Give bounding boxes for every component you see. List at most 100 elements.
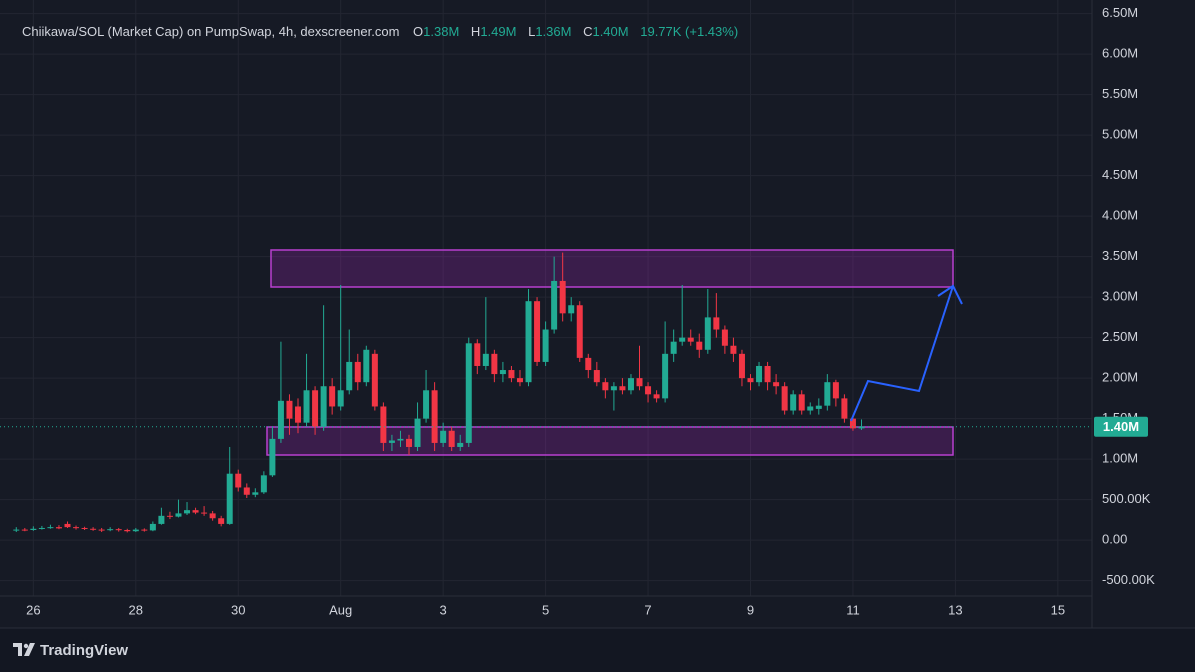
y-tick-label: 3.50M bbox=[1102, 248, 1138, 263]
candle-body bbox=[371, 353, 378, 407]
candle-body bbox=[175, 513, 182, 517]
candle-body bbox=[329, 386, 336, 407]
resistance-zone bbox=[270, 249, 954, 288]
y-tick-label: 6.50M bbox=[1102, 5, 1138, 20]
x-tick-label: Aug bbox=[329, 602, 352, 617]
brand-logo bbox=[13, 643, 35, 656]
candle-body bbox=[115, 529, 122, 531]
candles bbox=[13, 252, 865, 533]
x-tick-label: 30 bbox=[231, 602, 245, 617]
candle-body bbox=[337, 390, 344, 407]
candle-body bbox=[721, 329, 728, 346]
candle-body bbox=[243, 487, 250, 495]
candle-body bbox=[593, 370, 600, 383]
candle-body bbox=[747, 378, 754, 383]
y-tick-label: 6.00M bbox=[1102, 46, 1138, 61]
candle-body bbox=[645, 386, 652, 395]
candle-body bbox=[90, 528, 97, 530]
candle-body bbox=[610, 386, 617, 391]
candle-body bbox=[226, 473, 233, 524]
candle-body bbox=[508, 370, 515, 379]
candle-body bbox=[815, 405, 822, 409]
x-tick-label: 13 bbox=[948, 602, 962, 617]
candle-body bbox=[13, 529, 20, 531]
candle-body bbox=[713, 317, 720, 330]
candle-body bbox=[440, 430, 447, 443]
candle-body bbox=[209, 513, 216, 519]
candle-body bbox=[448, 430, 455, 447]
candle-body bbox=[47, 527, 54, 529]
candle-body bbox=[730, 345, 737, 354]
candle-body bbox=[568, 305, 575, 314]
support-zone bbox=[266, 426, 954, 456]
candle-body bbox=[738, 353, 745, 379]
candle-body bbox=[388, 440, 395, 443]
grid bbox=[0, 0, 1092, 596]
candle-body bbox=[397, 438, 404, 441]
candle-body bbox=[576, 305, 583, 358]
candle-body bbox=[534, 301, 541, 362]
y-tick-label: 1.00M bbox=[1102, 451, 1138, 466]
legend-key: L bbox=[528, 24, 535, 39]
candle-body bbox=[201, 512, 208, 514]
candle-body bbox=[798, 394, 805, 411]
candle-body bbox=[482, 353, 489, 366]
candle-body bbox=[849, 418, 856, 429]
candle-body bbox=[55, 527, 62, 529]
y-tick-label: -500.00K bbox=[1102, 572, 1155, 587]
legend-value: 1.38M bbox=[423, 24, 459, 39]
y-tick-label: 4.50M bbox=[1102, 167, 1138, 182]
x-tick-label: 3 bbox=[440, 602, 447, 617]
candle-body bbox=[696, 341, 703, 350]
candle-body bbox=[841, 398, 848, 419]
candle-body bbox=[636, 378, 643, 387]
candle-body bbox=[405, 438, 412, 447]
candle-body bbox=[491, 353, 498, 375]
candle-body bbox=[73, 527, 80, 529]
y-tick-label: 0.00 bbox=[1102, 532, 1127, 547]
candle-body bbox=[252, 492, 259, 495]
candle-body bbox=[166, 515, 173, 517]
candle-body bbox=[380, 406, 387, 443]
y-tick-label: 2.00M bbox=[1102, 370, 1138, 385]
candle-body bbox=[542, 329, 549, 362]
legend-key: O bbox=[413, 24, 423, 39]
candle-body bbox=[354, 361, 361, 383]
candle-body bbox=[457, 442, 464, 447]
candle-body bbox=[756, 365, 763, 383]
candle-body bbox=[149, 523, 156, 531]
candle-body bbox=[303, 390, 310, 423]
y-tick-label: 5.50M bbox=[1102, 86, 1138, 101]
candle-body bbox=[474, 343, 481, 366]
candle-body bbox=[602, 382, 609, 391]
x-tick-label: 5 bbox=[542, 602, 549, 617]
candle-body bbox=[184, 510, 191, 514]
candle-body bbox=[81, 527, 88, 529]
candle-body bbox=[679, 337, 686, 342]
x-tick-label: 15 bbox=[1051, 602, 1065, 617]
candle-body bbox=[269, 438, 276, 476]
candle-body bbox=[98, 529, 105, 531]
candle-body bbox=[423, 390, 430, 419]
candle-body bbox=[141, 529, 148, 531]
legend-key: C bbox=[583, 24, 592, 39]
candle-body bbox=[773, 382, 780, 387]
candle-body bbox=[832, 382, 839, 399]
legend-change: 19.77K (+1.43%) bbox=[640, 24, 738, 39]
candle-body bbox=[320, 386, 327, 427]
candle-body bbox=[346, 361, 353, 391]
y-tick-label: 500.00K bbox=[1102, 491, 1151, 506]
legend-value: 1.40M bbox=[592, 24, 628, 39]
candle-body bbox=[499, 370, 506, 375]
candle-body bbox=[807, 406, 814, 411]
candle-body bbox=[516, 378, 523, 383]
x-tick-label: 9 bbox=[747, 602, 754, 617]
candle-body bbox=[132, 529, 139, 532]
candle-body bbox=[124, 529, 131, 532]
chart-header: Chiikawa/SOL (Market Cap) on PumpSwap, 4… bbox=[22, 24, 738, 39]
y-tick-label: 3.00M bbox=[1102, 289, 1138, 304]
candle-body bbox=[235, 473, 242, 488]
candle-body bbox=[619, 386, 626, 391]
